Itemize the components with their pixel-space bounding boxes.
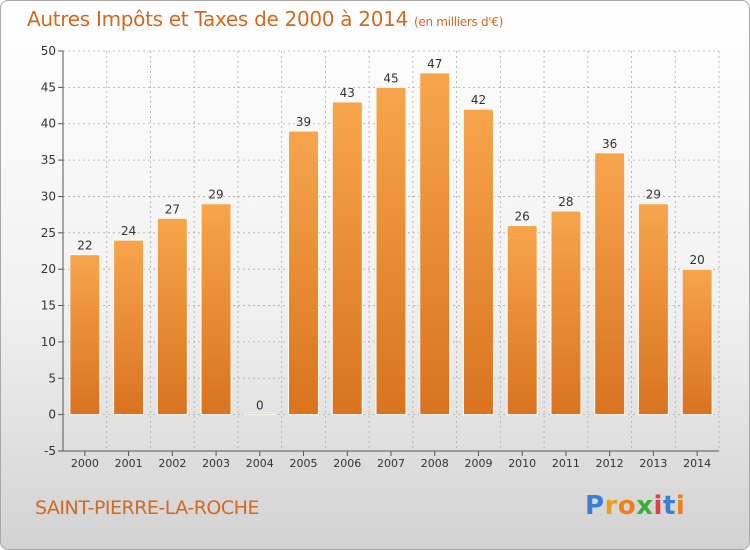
x-tick-label: 2010 — [508, 457, 536, 470]
proxiti-logo: Proxiti — [585, 491, 685, 521]
bar-2001 — [113, 239, 145, 416]
logo-letter: i — [675, 491, 686, 521]
bar-2005 — [288, 130, 320, 416]
x-tick-label: 2002 — [158, 457, 186, 470]
y-tick-label: 10 — [41, 335, 56, 349]
logo-letter: x — [636, 491, 654, 521]
x-tick-label: 2006 — [333, 457, 361, 470]
x-tick-label: 2003 — [202, 457, 230, 470]
y-tick-label: 40 — [41, 117, 56, 131]
bar-2009 — [462, 108, 494, 416]
x-tick-label: 2012 — [596, 457, 624, 470]
x-tick-label: 2011 — [552, 457, 580, 470]
x-tick-label: 2007 — [377, 457, 405, 470]
data-label-2001: 24 — [121, 224, 136, 238]
bar-2006 — [331, 101, 363, 416]
bar-2000 — [69, 254, 101, 416]
y-tick-label: 50 — [41, 44, 56, 58]
y-tick-label: 30 — [41, 189, 56, 203]
data-label-2012: 36 — [602, 137, 617, 151]
y-tick-label: 45 — [41, 80, 56, 94]
data-label-2006: 43 — [340, 86, 355, 100]
data-label-2005: 39 — [296, 115, 311, 129]
data-label-2011: 28 — [558, 195, 573, 209]
y-tick-label: 0 — [48, 408, 56, 422]
data-label-2014: 20 — [689, 253, 704, 267]
y-tick-label: -5 — [44, 444, 56, 458]
data-label-2003: 29 — [208, 188, 223, 202]
chart-title: Autres Impôts et Taxes de 2000 à 2014 (en… — [27, 7, 503, 31]
bar-2002 — [156, 217, 188, 416]
data-label-2009: 42 — [471, 93, 486, 107]
axes: -5 0 5 10 15 20 25 30 35 40 45 50 2000 2001 2002 2003 20… — [41, 44, 719, 470]
y-tick-label: 25 — [41, 226, 56, 240]
x-tick-label: 2001 — [115, 457, 143, 470]
data-label-2000: 22 — [77, 239, 92, 253]
logo-letter: i — [653, 491, 663, 521]
bar-2012 — [594, 152, 626, 416]
y-tick-label: 15 — [41, 299, 56, 313]
commune-name: SAINT-PIERRE-LA-ROCHE — [35, 497, 259, 519]
data-label-2007: 45 — [383, 71, 398, 85]
chart-title-text: Autres Impôts et Taxes de 2000 à 2014 — [27, 7, 408, 31]
x-tick-label: 2013 — [639, 457, 667, 470]
x-tick-label: 2000 — [71, 457, 99, 470]
x-tick-label: 2008 — [421, 457, 449, 470]
bar-2010 — [506, 225, 538, 416]
data-labels: 22 24 27 29 0 39 43 45 47 42 26 28 36 29 20 — [77, 57, 705, 413]
x-tick-label: 2004 — [246, 457, 274, 470]
logo-letter: t — [662, 491, 676, 521]
logo-letter: r — [604, 491, 618, 521]
x-tick-label: 2009 — [464, 457, 492, 470]
bar-2008 — [419, 72, 451, 416]
data-label-2013: 29 — [646, 188, 661, 202]
data-label-2004: 0 — [256, 399, 264, 413]
bar-2011 — [550, 210, 582, 416]
x-tick-label: 2005 — [290, 457, 318, 470]
y-tick-label: 35 — [41, 153, 56, 167]
bar-2003 — [200, 203, 232, 416]
x-tick-label: 2014 — [683, 457, 711, 470]
data-label-2002: 27 — [165, 202, 180, 216]
data-label-2008: 47 — [427, 57, 442, 71]
logo-letter: o — [617, 491, 637, 521]
chart-subtitle: (en milliers d'€) — [414, 15, 504, 29]
logo-letter: P — [585, 491, 605, 521]
y-tick-label: 20 — [41, 262, 56, 276]
bars — [69, 72, 713, 416]
bar-2014 — [681, 268, 713, 416]
y-tick-label: 5 — [48, 371, 56, 385]
bar-2013 — [637, 203, 669, 416]
bar-2007 — [375, 86, 407, 416]
data-label-2010: 26 — [515, 210, 530, 224]
bar-2004 — [244, 412, 276, 416]
